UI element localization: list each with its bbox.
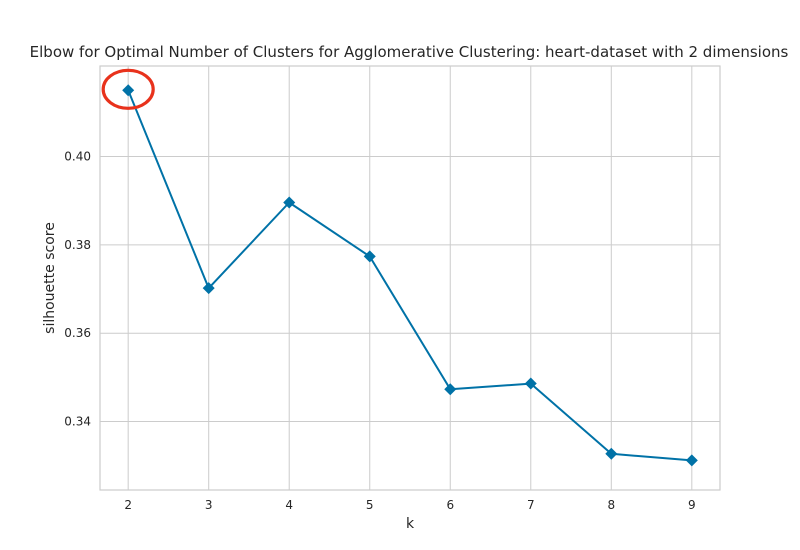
x-tick-label: 8: [607, 498, 615, 512]
y-tick-label: 0.40: [64, 150, 91, 164]
data-point-marker: [444, 383, 457, 396]
data-point-marker: [363, 250, 376, 263]
x-tick-label: 5: [366, 498, 374, 512]
chart-title: Elbow for Optimal Number of Clusters for…: [30, 43, 789, 61]
data-point-marker: [605, 447, 618, 460]
x-tick-label: 9: [688, 498, 696, 512]
highlight-circle: [101, 68, 155, 110]
silhouette-series-markers: [122, 84, 698, 467]
data-point-marker: [202, 282, 215, 295]
x-tick-label: 2: [124, 498, 132, 512]
y-axis-label: silhouette score: [42, 222, 58, 334]
y-tick-label: 0.38: [64, 238, 91, 252]
x-tick-label: 7: [527, 498, 535, 512]
silhouette-series-line: [127, 89, 693, 462]
x-tick-label: 6: [446, 498, 454, 512]
y-grid: [100, 156, 720, 423]
data-point-marker: [685, 454, 698, 467]
data-point-marker: [524, 377, 537, 390]
x-tick-label: 4: [285, 498, 293, 512]
x-grid: [127, 66, 693, 490]
y-tick-label: 0.34: [64, 415, 91, 429]
data-point-marker: [122, 84, 135, 97]
data-point-marker: [283, 196, 296, 209]
y-tick-label: 0.36: [64, 326, 91, 340]
y-tick-labels: 0.34 0.36 0.38 0.40: [64, 150, 91, 429]
x-axis-label: k: [406, 516, 415, 532]
plot-area: [99, 65, 721, 491]
x-tick-label: 3: [205, 498, 213, 512]
x-tick-labels: 2 3 4 5 6 7 8 9: [124, 498, 695, 512]
